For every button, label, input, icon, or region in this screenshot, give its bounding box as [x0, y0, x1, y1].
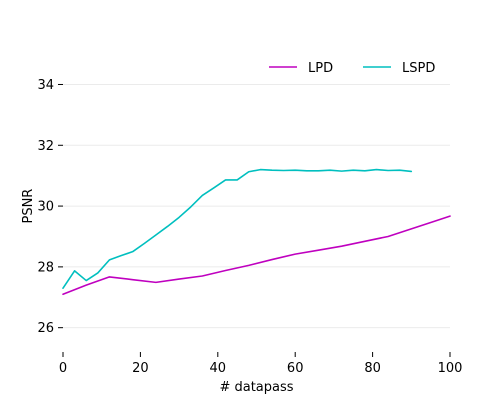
- x-tick-label: 0: [59, 361, 67, 376]
- y-tick-label: 30: [37, 200, 54, 215]
- y-tick-label: 32: [37, 139, 54, 154]
- grid-layer: [63, 83, 450, 329]
- legend-label-lpd: LPD: [308, 61, 333, 76]
- y-tick-label: 28: [37, 260, 54, 275]
- y-axis-label: PSNR: [21, 189, 36, 224]
- x-tick-label: 80: [364, 361, 381, 376]
- y-tick-label: 34: [37, 78, 54, 93]
- x-axis-label: # datapass: [219, 380, 293, 395]
- series-line-lspd: [62, 168, 413, 289]
- series-layer: [62, 168, 451, 296]
- x-tick-label: 100: [438, 361, 463, 376]
- legend-label-lspd: LSPD: [402, 61, 435, 76]
- series-line-lpd: [62, 215, 451, 296]
- y-tick-label: 26: [37, 321, 54, 336]
- x-tick-label: 40: [210, 361, 227, 376]
- x-tick-label: 60: [287, 361, 304, 376]
- axis-layer: 26 28 30 32 34 0 20 40 60 80 100: [37, 78, 462, 376]
- x-tick-label: 20: [132, 361, 149, 376]
- legend: LPD LSPD: [269, 61, 435, 76]
